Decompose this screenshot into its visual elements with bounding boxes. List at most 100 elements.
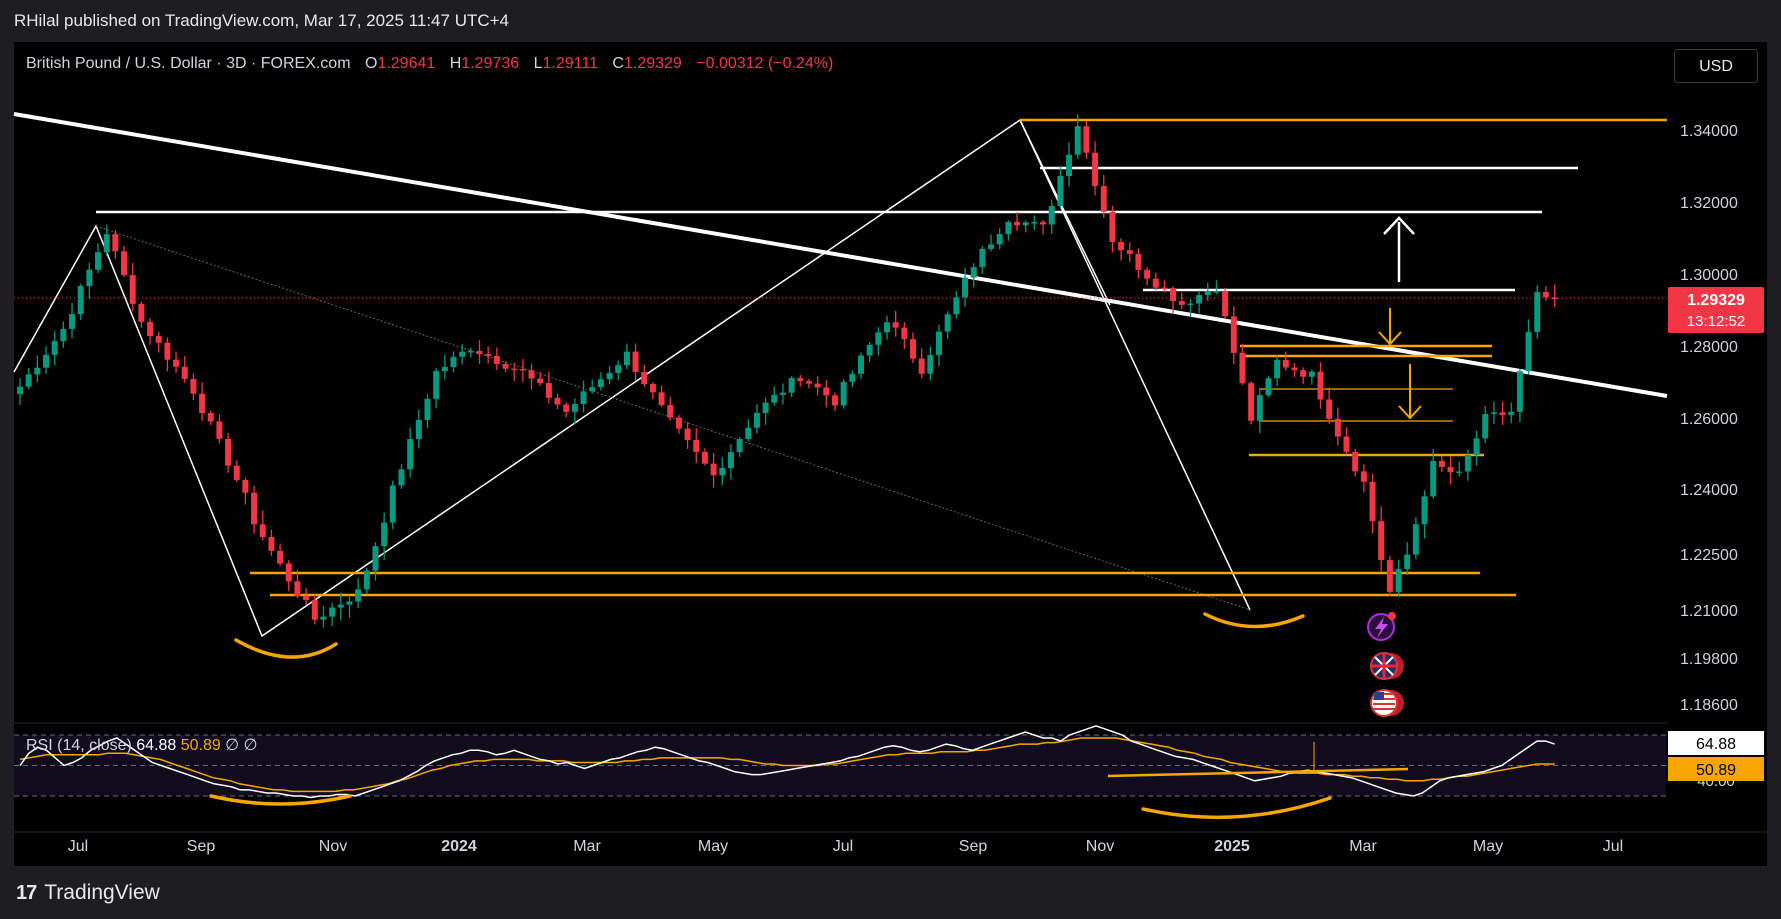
candle-body[interactable] [329, 607, 336, 617]
candle-body[interactable] [1499, 412, 1506, 416]
descending-trendline[interactable] [13, 112, 1668, 398]
candle-body[interactable] [1386, 560, 1393, 592]
candle-body[interactable] [719, 468, 726, 476]
candle-body[interactable] [1109, 211, 1116, 242]
candle-body[interactable] [303, 596, 310, 600]
candle-body[interactable] [901, 327, 908, 340]
candle-body[interactable] [988, 244, 995, 249]
candle-body[interactable] [121, 251, 128, 276]
candle-body[interactable] [641, 371, 648, 385]
candle-body[interactable] [25, 374, 32, 387]
candle-body[interactable] [190, 378, 197, 394]
currency-button[interactable]: USD [1674, 49, 1758, 83]
candle-body[interactable] [138, 303, 145, 322]
candle-body[interactable] [1326, 399, 1333, 419]
candle-body[interactable] [233, 465, 240, 480]
candle-body[interactable] [658, 392, 665, 406]
candle-body[interactable] [1040, 221, 1047, 225]
candle-body[interactable] [701, 451, 708, 464]
candle-body[interactable] [441, 366, 448, 372]
candle-body[interactable] [225, 438, 232, 466]
candle-body[interactable] [476, 350, 483, 355]
candle-body[interactable] [1300, 370, 1307, 377]
candle-body[interactable] [467, 350, 474, 353]
candle-body[interactable] [407, 439, 414, 470]
candle-body[interactable] [320, 616, 327, 620]
candle-body[interactable] [511, 368, 518, 371]
rsi-ma-line[interactable] [19, 737, 1555, 793]
candle-body[interactable] [1005, 221, 1012, 235]
candle-body[interactable] [580, 391, 587, 405]
candle-body[interactable] [164, 342, 171, 360]
candle-body[interactable] [207, 413, 214, 422]
candle-body[interactable] [1074, 126, 1081, 155]
candle-body[interactable] [693, 440, 700, 452]
candle-body[interactable] [485, 354, 492, 356]
candle-body[interactable] [953, 297, 960, 315]
candle-body[interactable] [459, 351, 466, 357]
candle-body[interactable] [1343, 436, 1350, 452]
candle-body[interactable] [1057, 176, 1064, 206]
candle-body[interactable] [797, 378, 804, 382]
candle-body[interactable] [615, 365, 622, 373]
candle-body[interactable] [970, 267, 977, 278]
candle-body[interactable] [1178, 301, 1185, 305]
candle-body[interactable] [112, 234, 119, 252]
candle-body[interactable] [1508, 411, 1515, 416]
candle-body[interactable] [597, 379, 604, 388]
candle-body[interactable] [779, 392, 786, 395]
candle-body[interactable] [857, 355, 864, 374]
candle-body[interactable] [1412, 524, 1419, 555]
candle-body[interactable] [424, 398, 431, 421]
candle-body[interactable] [1317, 371, 1324, 400]
candle-body[interactable] [1222, 291, 1229, 317]
uk-flag-event-icon[interactable] [1370, 652, 1404, 680]
candle-body[interactable] [1014, 221, 1021, 226]
candle-body[interactable] [632, 351, 639, 372]
candle-body[interactable] [1187, 303, 1194, 306]
candle-body[interactable] [875, 332, 882, 345]
candle-body[interactable] [415, 420, 422, 440]
candle-body[interactable] [554, 397, 561, 405]
candle-body[interactable] [259, 524, 266, 537]
candle-body[interactable] [1473, 438, 1480, 455]
candle-body[interactable] [1135, 253, 1142, 270]
candle-body[interactable] [199, 393, 206, 414]
candle-body[interactable] [337, 604, 344, 608]
candle-body[interactable] [1464, 454, 1471, 472]
candle-body[interactable] [944, 314, 951, 332]
candle-body[interactable] [979, 248, 986, 268]
candle-body[interactable] [34, 367, 41, 375]
candle-body[interactable] [814, 383, 821, 388]
candle-body[interactable] [936, 331, 943, 355]
candle-body[interactable] [285, 563, 292, 582]
candle-body[interactable] [363, 570, 370, 590]
candle-body[interactable] [1308, 371, 1315, 377]
candle-body[interactable] [1542, 292, 1549, 298]
candle-body[interactable] [1334, 418, 1341, 437]
candle-body[interactable] [1360, 471, 1367, 482]
candle-body[interactable] [1438, 460, 1445, 467]
candle-body[interactable] [1230, 316, 1237, 353]
candle-body[interactable] [996, 234, 1003, 245]
candle-body[interactable] [1378, 521, 1385, 561]
candle-body[interactable] [866, 344, 873, 356]
candle-body[interactable] [849, 373, 856, 382]
candle-body[interactable] [710, 463, 717, 476]
candle-body[interactable] [537, 378, 544, 384]
candle-body[interactable] [1447, 466, 1454, 473]
candle-body[interactable] [675, 417, 682, 429]
candle-body[interactable] [667, 405, 674, 418]
candle-body[interactable] [398, 469, 405, 486]
candle-body[interactable] [1213, 291, 1220, 293]
candle-body[interactable] [884, 322, 890, 333]
candle-body[interactable] [927, 354, 934, 374]
candle-body[interactable] [727, 452, 734, 469]
candle-body[interactable] [86, 269, 93, 287]
candle-body[interactable] [1161, 287, 1168, 290]
candle-body[interactable] [277, 550, 284, 564]
candle-body[interactable] [745, 427, 752, 439]
candle-body[interactable] [17, 386, 23, 394]
candle-body[interactable] [502, 364, 509, 369]
candle-body[interactable] [372, 546, 379, 571]
